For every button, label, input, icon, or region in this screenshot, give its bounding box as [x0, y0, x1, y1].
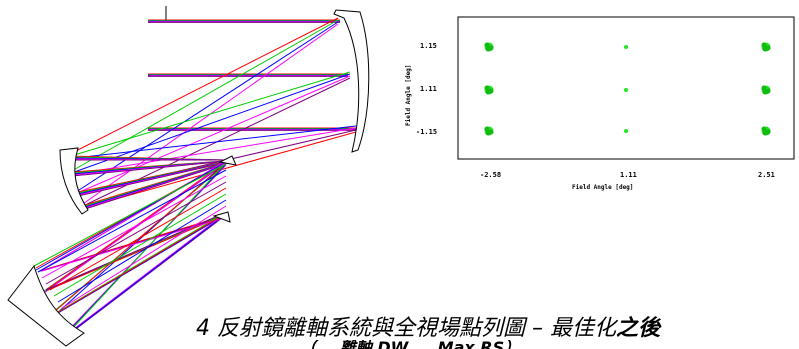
ray-path — [41, 175, 227, 279]
figure-caption-sub: （... 離軸 DW ... Max RS） — [300, 340, 520, 349]
spot-marker — [761, 126, 771, 136]
spot-marker — [484, 126, 494, 136]
ray-path — [57, 217, 221, 314]
ray-path — [43, 162, 226, 294]
ray-bundle — [33, 17, 357, 334]
ray-path — [47, 217, 219, 291]
spot-marker — [624, 88, 628, 92]
ray-path — [71, 217, 223, 333]
ray-path — [37, 169, 227, 273]
spot-markers — [484, 42, 771, 136]
focal-element — [212, 211, 231, 223]
ray-path — [65, 125, 357, 160]
y-tick-label: -1.15 — [416, 128, 437, 136]
ray-path — [77, 161, 229, 197]
x-tick-label: 2.51 — [758, 171, 775, 179]
y-tick-label: 1.11 — [420, 85, 437, 93]
ray-path — [69, 19, 339, 173]
tertiary-mirror — [7, 264, 85, 347]
ray-path — [53, 193, 227, 297]
ray-path — [81, 162, 229, 211]
primary-mirror — [333, 9, 370, 153]
secondary-mirror — [59, 147, 89, 215]
ray-trace-diagram — [7, 6, 370, 347]
ray-path — [33, 163, 227, 267]
ray-path — [65, 71, 351, 158]
ray-path — [79, 77, 351, 208]
spot-diagram: 1.15 1.11 -1.15 -2.58 1.11 2.51 Field An… — [405, 16, 795, 191]
spot-marker — [761, 42, 771, 52]
ray-path — [35, 161, 227, 271]
ray-path — [71, 160, 229, 177]
x-tick-label: 1.11 — [620, 171, 637, 179]
spot-marker — [624, 129, 628, 133]
ray-path — [69, 215, 223, 333]
y-axis-title: Field Angle [deg] — [405, 65, 412, 126]
x-axis-title: Field Angle [deg] — [572, 184, 633, 191]
ray-path — [70, 216, 223, 333]
ray-path — [75, 21, 339, 193]
spot-marker — [761, 85, 771, 95]
ray-path — [56, 216, 221, 314]
ray-path — [49, 187, 227, 291]
ray-path — [75, 75, 351, 194]
caption-main: 4 反射鏡離軸系統與全視場點列圖 – 最佳化 — [196, 316, 616, 341]
x-tick-label: -2.58 — [480, 171, 501, 179]
fold-mirror — [218, 155, 237, 166]
figure-caption: 4 反射鏡離軸系統與全視場點列圖 – 最佳化之後 — [196, 310, 660, 342]
ray-path — [69, 127, 357, 176]
ray-path — [55, 215, 221, 314]
y-tick-label: 1.15 — [420, 42, 437, 50]
spot-marker — [484, 85, 494, 95]
ray-path — [65, 17, 339, 157]
ray-path — [79, 23, 339, 207]
spot-marker — [484, 42, 494, 52]
ray-path — [45, 181, 227, 285]
ray-path — [61, 205, 227, 309]
ray-path — [57, 199, 227, 303]
caption-emphasis: 之後 — [615, 316, 660, 341]
spot-marker — [624, 45, 628, 49]
